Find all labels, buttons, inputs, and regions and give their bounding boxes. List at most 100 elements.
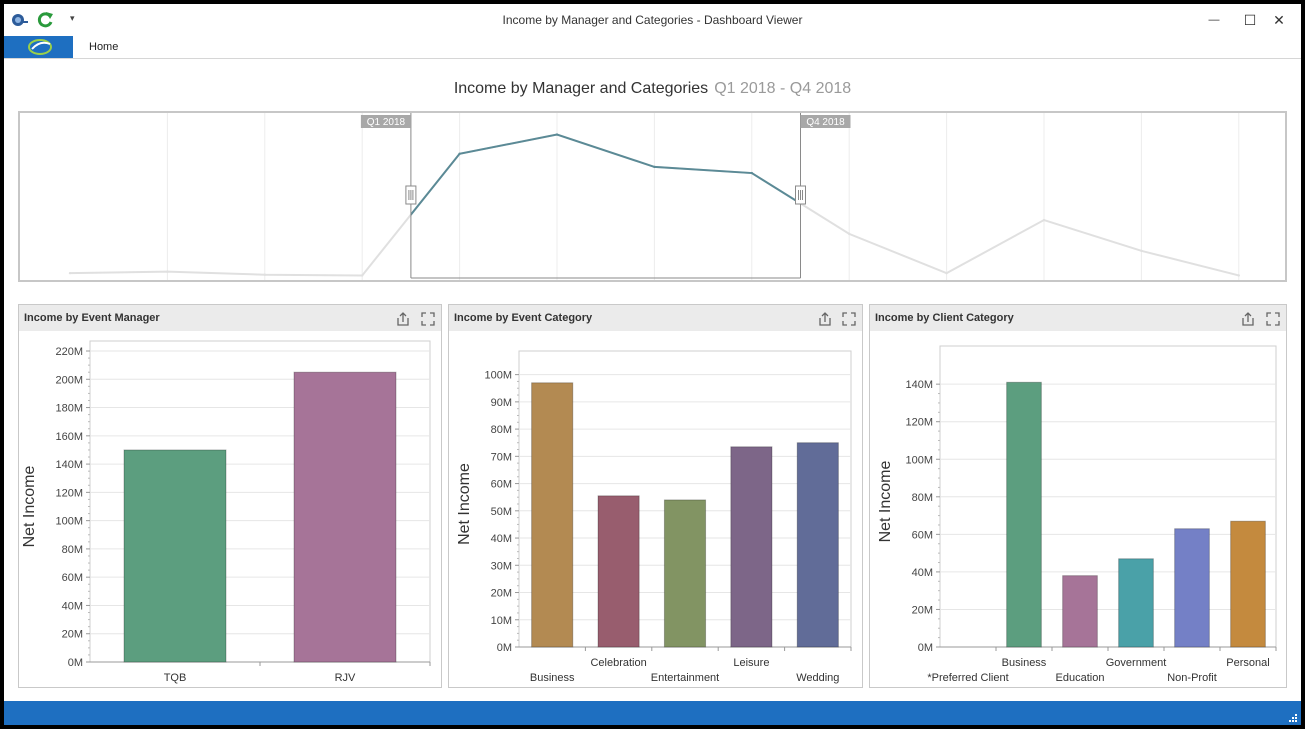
y-tick-label: 220M bbox=[55, 346, 83, 358]
customize-dropdown-icon[interactable]: ▾ bbox=[70, 13, 75, 23]
selection-end-handle[interactable] bbox=[795, 185, 806, 205]
y-tick-label: 40M bbox=[491, 533, 512, 545]
ribbon: Home bbox=[4, 35, 1301, 59]
panel-caption: Income by Client Category bbox=[870, 305, 1286, 331]
refresh-icon[interactable] bbox=[35, 10, 55, 30]
panel-client-category: Income by Client Category 0M 20M 40M 60M 80M… bbox=[869, 304, 1287, 688]
maximize-panel-icon[interactable] bbox=[420, 311, 436, 327]
y-tick-label: 0M bbox=[68, 657, 83, 669]
bar-non-profit bbox=[1174, 528, 1210, 648]
y-axis-label: Net Income bbox=[456, 463, 473, 545]
y-tick-label: 60M bbox=[912, 529, 933, 541]
y-tick-label: 120M bbox=[55, 487, 83, 499]
y-tick-label: 20M bbox=[912, 604, 933, 616]
resize-grip-icon[interactable] bbox=[1287, 712, 1297, 722]
bar-rjv bbox=[293, 371, 397, 663]
app-logo-icon[interactable] bbox=[9, 10, 29, 30]
bar-business bbox=[1006, 381, 1042, 648]
y-tick-label: 140M bbox=[55, 459, 83, 471]
y-tick-label: 140M bbox=[905, 379, 933, 391]
y-tick-label: 0M bbox=[497, 642, 512, 654]
range-filter-chart[interactable]: Q1 2017Q2 2017Q3 2017Q4 2017Q1 2018Q2 20… bbox=[20, 113, 1285, 280]
y-tick-label: 200M bbox=[55, 374, 83, 386]
range-point bbox=[750, 171, 753, 175]
title-bar: ▾ Income by Manager and Categories - Das… bbox=[4, 4, 1301, 35]
panel-event-category: Income by Event Category 0M 10M 20M 30M 40M 5… bbox=[448, 304, 863, 688]
panel-title: Income by Event Manager bbox=[24, 312, 160, 324]
x-tick-label: Education bbox=[1056, 672, 1105, 684]
range-point bbox=[458, 152, 461, 155]
range-point bbox=[945, 271, 948, 275]
x-tick-label: Leisure bbox=[733, 657, 769, 669]
maximize-panel-icon[interactable] bbox=[841, 311, 857, 327]
event-manager-chart: 0M 20M 40M 60M 80M 100M 120M 140M 160M 180M 200M 22… bbox=[21, 340, 431, 684]
dashboard-viewer-window: ▾ Income by Manager and Categories - Das… bbox=[4, 4, 1301, 725]
y-tick-label: 40M bbox=[912, 567, 933, 579]
selection-end-label: Q4 2018 bbox=[806, 117, 845, 128]
y-tick-label: 40M bbox=[62, 600, 83, 612]
range-point bbox=[166, 270, 169, 273]
minimize-button[interactable]: — bbox=[1208, 14, 1220, 26]
dashboard-title: Income by Manager and Categories Q1 2018 … bbox=[4, 80, 1301, 98]
event-category-chart: 0M 10M 20M 30M 40M 50M 60M 70M 80M 90M 100M Net Inc… bbox=[456, 350, 852, 684]
y-axis-label: Net Income bbox=[21, 465, 38, 547]
range-point bbox=[1042, 218, 1046, 222]
y-tick-label: 0M bbox=[918, 642, 933, 654]
app-menu-button[interactable] bbox=[4, 36, 73, 58]
y-tick-label: 100M bbox=[905, 454, 933, 466]
panel-title: Income by Client Category bbox=[875, 312, 1014, 324]
x-tick-label: Non-Profit bbox=[1167, 672, 1217, 684]
range-point bbox=[555, 133, 559, 136]
range-filter[interactable]: Q1 2017Q2 2017Q3 2017Q4 2017Q1 2018Q2 20… bbox=[18, 111, 1287, 282]
selection-start-handle[interactable] bbox=[405, 185, 417, 205]
y-tick-label: 90M bbox=[491, 397, 512, 409]
bar-business bbox=[531, 382, 574, 648]
range-point bbox=[263, 273, 266, 276]
x-tick-label: Wedding bbox=[796, 672, 839, 684]
export-icon[interactable] bbox=[817, 311, 833, 327]
selection-end-label-bg bbox=[800, 115, 851, 128]
y-tick-label: 50M bbox=[491, 506, 512, 518]
dashboard-title-text: Income by Manager and Categories bbox=[453, 80, 709, 97]
range-point bbox=[361, 274, 364, 277]
bar-education bbox=[1062, 575, 1098, 648]
bar-tqb bbox=[123, 449, 227, 663]
y-tick-label: 180M bbox=[55, 403, 83, 415]
bar-entertainment bbox=[663, 499, 707, 648]
x-tick-label: *Preferred Client bbox=[927, 672, 1008, 684]
window-title: Income by Manager and Categories - Dashb… bbox=[502, 13, 803, 27]
maximize-button[interactable]: ☐ bbox=[1243, 12, 1257, 28]
y-tick-label: 30M bbox=[491, 560, 512, 572]
y-tick-label: 70M bbox=[491, 451, 512, 463]
y-tick-label: 10M bbox=[491, 615, 512, 627]
panel-caption: Income by Event Category bbox=[449, 305, 862, 331]
y-tick-label: 80M bbox=[491, 424, 512, 436]
y-tick-label: 60M bbox=[62, 572, 83, 584]
export-icon[interactable] bbox=[1240, 311, 1256, 327]
bar-leisure bbox=[730, 446, 773, 648]
panel-caption: Income by Event Manager bbox=[19, 305, 441, 331]
y-tick-label: 120M bbox=[905, 417, 933, 429]
tab-home[interactable]: Home bbox=[89, 41, 119, 53]
client-category-chart: 0M 20M 40M 60M 80M 100M 120M 140M Net Income *Pre… bbox=[877, 345, 1277, 684]
y-tick-label: 80M bbox=[62, 544, 83, 556]
range-point bbox=[653, 165, 656, 169]
y-tick-label: 80M bbox=[912, 492, 933, 504]
x-tick-label: TQB bbox=[164, 672, 187, 684]
bar-government bbox=[1118, 558, 1154, 648]
export-icon[interactable] bbox=[395, 311, 411, 327]
maximize-panel-icon[interactable] bbox=[1265, 311, 1281, 327]
close-button[interactable]: ✕ bbox=[1273, 12, 1285, 28]
y-axis-label: Net Income bbox=[877, 460, 894, 542]
x-tick-label: Government bbox=[1106, 657, 1167, 669]
range-point bbox=[68, 271, 72, 275]
selection-start-label-bg bbox=[360, 115, 411, 128]
x-tick-label: Business bbox=[1002, 657, 1047, 669]
bar-personal bbox=[1230, 520, 1266, 648]
bar-celebration bbox=[597, 495, 640, 648]
y-tick-label: 160M bbox=[55, 431, 83, 443]
dashboard-subtitle: Q1 2018 - Q4 2018 bbox=[714, 80, 852, 97]
x-tick-label: Entertainment bbox=[651, 672, 719, 684]
x-tick-label: Business bbox=[530, 672, 575, 684]
x-tick-label: Personal bbox=[1226, 657, 1269, 669]
